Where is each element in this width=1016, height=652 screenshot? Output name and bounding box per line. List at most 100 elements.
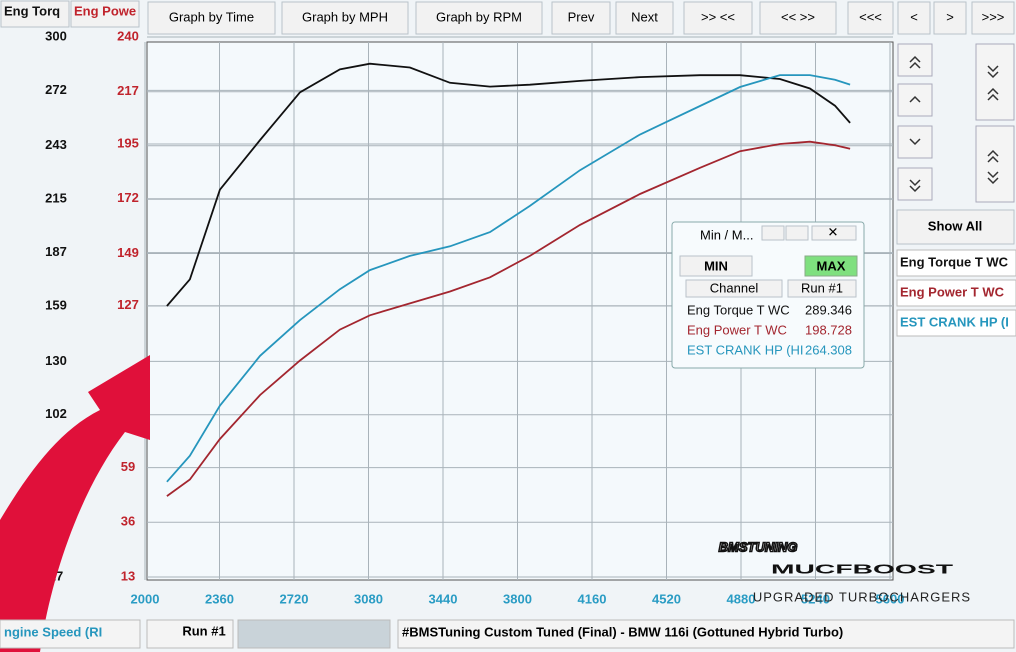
minmax-channel: Eng Torque T WC <box>687 302 790 317</box>
footer-cell <box>397 619 1015 649</box>
series-line <box>166 62 851 307</box>
watermark-logo: MUCFBOOST <box>771 561 953 576</box>
grid: 3002722432151871591301021724021719517214… <box>45 28 904 606</box>
show-all-label: Show All <box>928 218 982 233</box>
toolbar-button[interactable] <box>683 1 753 35</box>
toolbar-button[interactable] <box>847 1 894 35</box>
show-all-button[interactable] <box>896 209 1015 245</box>
channel-item[interactable] <box>896 249 1016 277</box>
min-button[interactable] <box>679 255 753 277</box>
footer-description: #BMSTuning Custom Tuned (Final) - BMW 11… <box>402 624 843 639</box>
x-tick-label: 5240 <box>801 591 830 606</box>
legend-label: EST CRANK HP (I <box>900 314 1009 329</box>
toolbar-button[interactable] <box>147 1 276 35</box>
lines <box>166 62 851 497</box>
minmax-channel: Eng Power T WC <box>687 322 787 337</box>
toolbar-button-label: >>> <box>982 9 1005 24</box>
x-tick-label: 2360 <box>205 591 234 606</box>
toolbar-button[interactable] <box>971 1 1015 35</box>
minmax-value: 264.308 <box>805 342 852 357</box>
channel-list: Eng Torque T WC Eng Power T WC EST CRANK H… <box>896 249 1016 337</box>
minmax-rows: Eng Torque T WC 289.346 Eng Power T WC 198.… <box>687 302 852 357</box>
minmax-value: 289.346 <box>805 302 852 317</box>
toolbar-button-label: << >> <box>781 9 815 24</box>
toolbar-button-label: Graph by RPM <box>436 9 522 24</box>
legend-label: Eng Power T WC <box>900 284 1005 299</box>
toolbar-button-label: Prev <box>568 9 595 24</box>
y-tick-label: 215 <box>45 191 67 206</box>
footer-cell <box>146 619 234 649</box>
x-tick-label: 2000 <box>131 591 160 606</box>
max-button[interactable] <box>804 255 858 277</box>
channel-item[interactable] <box>896 309 1016 337</box>
toolbar-button-label: >> << <box>701 9 735 24</box>
toolbar-button[interactable] <box>415 1 543 35</box>
minmax-window: Min / M... ✕ MIN MAX Channel Run #1 <box>671 221 865 369</box>
axis-tab-label: Eng Torq <box>4 3 60 18</box>
toolbar-button-label: Next <box>631 9 658 24</box>
y2-tick-label: 240 <box>117 28 139 43</box>
minmax-title: Min / M... <box>700 227 753 242</box>
legend-label: Eng Torque T WC <box>900 254 1009 269</box>
series-line <box>166 74 851 483</box>
toolbar-button-label: < <box>910 9 918 24</box>
x-tick-label: 4160 <box>578 591 607 606</box>
red-arrow <box>0 355 150 652</box>
y2-tick-label: 36 <box>121 514 135 529</box>
y-tick-label: 130 <box>45 353 67 368</box>
toolbar-button[interactable] <box>615 1 674 35</box>
toolbar-button-label: > <box>946 9 954 24</box>
x-tick-label: 3080 <box>354 591 383 606</box>
max-label: MAX <box>817 258 846 273</box>
y-tick-label: 243 <box>45 137 67 152</box>
series-line <box>166 140 851 497</box>
minmax-channel: EST CRANK HP (HI <box>687 342 804 357</box>
y-tick-label: 159 <box>45 297 67 312</box>
minmax-header: Channel <box>710 280 759 295</box>
x-tick-label: 3800 <box>503 591 532 606</box>
toolbar-button[interactable] <box>759 1 837 35</box>
y-tick-label: 102 <box>45 406 67 421</box>
toolbar: Eng Torq Eng Powe Graph by Time Graph by MP… <box>0 0 1015 35</box>
x-tick-label: 5600 <box>876 591 905 606</box>
y-tick-label: 300 <box>45 28 67 43</box>
min-label: MIN <box>704 258 728 273</box>
toolbar-button[interactable] <box>551 1 611 35</box>
toolbar-button[interactable] <box>897 1 931 35</box>
y2-tick-label: 195 <box>117 135 139 150</box>
toolbar-button-label: Graph by MPH <box>302 9 388 24</box>
svg-text:✕: ✕ <box>828 224 839 239</box>
toolbar-button-label: Graph by Time <box>169 9 254 24</box>
toolbar-button-label: <<< <box>859 9 882 24</box>
footer-run: Run #1 <box>182 623 225 638</box>
channel-item[interactable] <box>896 279 1016 307</box>
scroll-icons <box>909 55 999 193</box>
axis-tab[interactable] <box>0 0 70 28</box>
toolbar-button[interactable] <box>281 1 409 35</box>
axis-tab[interactable] <box>70 0 140 28</box>
x-axis-title: ngine Speed (RI <box>4 624 102 639</box>
y2-tick-label: 172 <box>117 190 139 205</box>
y2-tick-label: 13 <box>121 568 135 583</box>
y-tick-label: 187 <box>45 244 67 259</box>
blurred-field <box>237 619 391 649</box>
toolbar-button[interactable] <box>933 1 967 35</box>
scroll-buttons[interactable] <box>897 43 1015 203</box>
watermark-brand: BMSTUNING <box>719 539 798 554</box>
minmax-value: 198.728 <box>805 322 852 337</box>
y2-tick-label: 149 <box>117 245 139 260</box>
y2-tick-label: 59 <box>121 459 135 474</box>
x-tick-label: 4520 <box>652 591 681 606</box>
footer-cell <box>0 619 141 649</box>
minmax-header: Run #1 <box>801 280 843 295</box>
y2-tick-label: 217 <box>117 83 139 98</box>
y2-tick-label: 127 <box>117 297 139 312</box>
x-tick-label: 3440 <box>429 591 458 606</box>
watermark-tagline: UPGRADED TURBOCHARGERS <box>753 589 971 604</box>
x-tick-label: 2720 <box>280 591 309 606</box>
x-tick-label: 4880 <box>727 591 756 606</box>
y-tick-label: 272 <box>45 82 67 97</box>
axis-tab-label: Eng Powe <box>74 3 136 18</box>
